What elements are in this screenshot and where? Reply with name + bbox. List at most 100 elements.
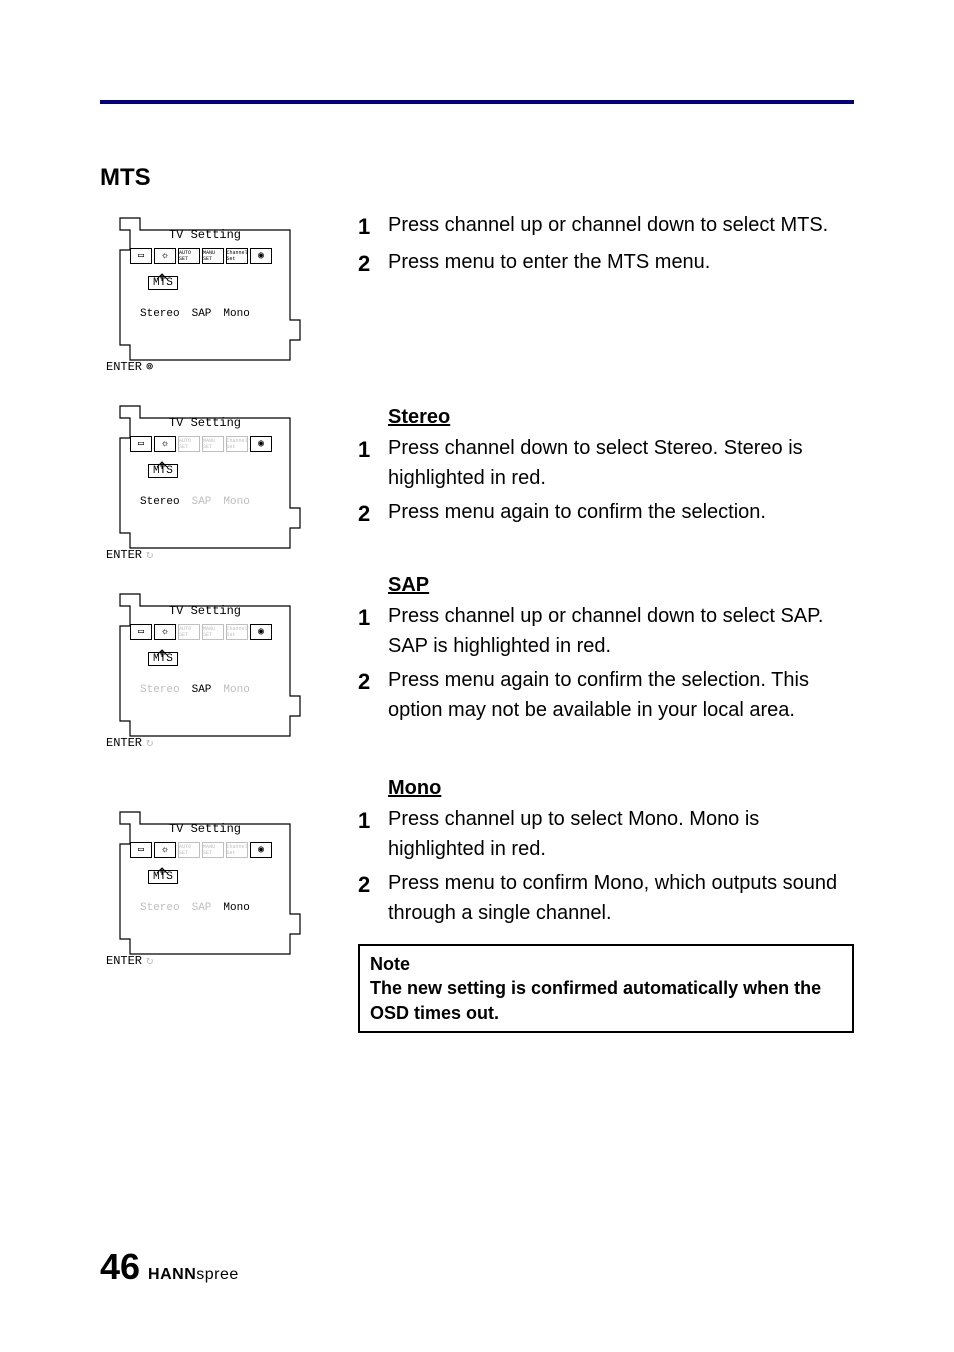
osd-enter-text: ENTER bbox=[106, 736, 142, 750]
content-row: TV Setting▭☼AUTO SETMANU SETChannel Set◉… bbox=[100, 210, 854, 1033]
osd-title: TV Setting bbox=[100, 604, 310, 618]
osd-arrow-icon bbox=[155, 644, 169, 652]
step-text: Press channel up or channel down to sele… bbox=[388, 210, 854, 243]
step-item: 1Press channel up to select Mono. Mono i… bbox=[358, 804, 854, 864]
step-text: Press menu again to confirm the selectio… bbox=[388, 665, 854, 725]
osd-icon: ▭ bbox=[130, 624, 152, 640]
osd-icon: ☼ bbox=[154, 842, 176, 858]
osd-enter-label: ENTER↻ bbox=[106, 547, 153, 562]
page: MTS TV Setting▭☼AUTO SETMANU SETChannel … bbox=[0, 0, 954, 1352]
osd-icon: AUTO SET bbox=[178, 842, 200, 858]
osd-enter-icon: ↻ bbox=[146, 953, 153, 968]
osd-icon: AUTO SET bbox=[178, 248, 200, 264]
step-number: 1 bbox=[358, 433, 374, 493]
osd-icon: Channel Set bbox=[226, 248, 248, 264]
footer: 46 HANNspree bbox=[100, 1246, 239, 1288]
page-number: 46 bbox=[100, 1246, 140, 1288]
osd-icon-row: ▭☼AUTO SETMANU SETChannel Set◉ bbox=[130, 436, 272, 452]
step-item: 1 Press channel up or channel down to sel… bbox=[358, 210, 854, 243]
osd-enter-icon: ↻ bbox=[146, 735, 153, 750]
osd-icon: ☼ bbox=[154, 624, 176, 640]
brand-light: spree bbox=[196, 1266, 239, 1283]
osd-arrow-icon bbox=[155, 862, 169, 870]
osd-mts-label: MTS bbox=[148, 464, 178, 478]
osd-screenshot: TV Setting ▭☼AUTO SETMANU SETChannel Set◉… bbox=[100, 804, 310, 974]
osd-title: TV Setting bbox=[100, 416, 310, 430]
osd-icon: ▭ bbox=[130, 248, 152, 264]
osd-icon: ▭ bbox=[130, 436, 152, 452]
step-text: Press menu again to confirm the selectio… bbox=[388, 497, 854, 530]
osd-option: Mono bbox=[223, 308, 249, 320]
right-column: 1Press channel up or channel down to sel… bbox=[358, 210, 854, 1033]
osd-option: Stereo bbox=[140, 308, 180, 320]
osd-icon: Channel Set bbox=[226, 842, 248, 858]
step-number: 2 bbox=[358, 665, 374, 725]
step-item: 2Press menu to confirm Mono, which outpu… bbox=[358, 868, 854, 928]
osd-icon: ☼ bbox=[154, 436, 176, 452]
step-text: Press channel up to select Mono. Mono is… bbox=[388, 804, 854, 864]
osd-icon: MANU SET bbox=[202, 248, 224, 264]
osd-enter-label: ENTER ↻ bbox=[106, 735, 153, 750]
osd-enter-icon: ↻ bbox=[146, 547, 153, 562]
osd-option: Mono bbox=[223, 684, 249, 696]
note-body: The new setting is confirmed automatical… bbox=[370, 976, 842, 1025]
osd-option: Stereo bbox=[140, 684, 180, 696]
osd-option: Mono bbox=[223, 496, 249, 508]
step-number: 1 bbox=[358, 601, 374, 661]
osd-enter-icon: ⊚ bbox=[146, 359, 153, 374]
osd-icon-row: ▭☼AUTO SETMANU SETChannel Set◉ bbox=[130, 248, 272, 264]
osd-mts-label: MTS bbox=[148, 870, 178, 884]
osd-icon-row: ▭☼AUTO SETMANU SETChannel Set◉ bbox=[130, 624, 272, 640]
osd-icon: ◉ bbox=[250, 436, 272, 452]
osd-option: Stereo bbox=[140, 496, 180, 508]
osd-screenshot: TV Setting ▭☼AUTO SETMANU SETChannel Set◉… bbox=[100, 586, 310, 756]
osd-mts-label: MTS bbox=[148, 276, 178, 290]
osd-screenshot: TV Setting▭☼AUTO SETMANU SETChannel Set◉… bbox=[100, 210, 310, 380]
osd-options: Stereo SAP Mono bbox=[140, 684, 250, 696]
osd-icon: MANU SET bbox=[202, 624, 224, 640]
osd-enter-label: ENTER ↻ bbox=[106, 953, 153, 968]
osd-enter-text: ENTER bbox=[106, 360, 142, 374]
instruction-block: Stereo 1Press channel down to select Ster… bbox=[358, 406, 854, 534]
osd-option: SAP bbox=[192, 496, 212, 508]
instruction-block: 1 Press channel up or channel down to sel… bbox=[358, 210, 854, 284]
osd-icon: ◉ bbox=[250, 624, 272, 640]
section-title: MTS bbox=[100, 164, 854, 192]
sub-heading: Stereo bbox=[388, 406, 854, 429]
step-item: 2Press menu to enter the MTS menu. bbox=[358, 247, 854, 280]
osd-options: StereoSAPMono bbox=[140, 308, 250, 320]
osd-option: SAP bbox=[192, 684, 212, 696]
step-item: 1Press channel up or channel down to sel… bbox=[358, 601, 854, 661]
step-number: 2 bbox=[358, 497, 374, 530]
step-list: 1Press channel up or channel down to sel… bbox=[358, 601, 854, 725]
osd-icon-row: ▭☼AUTO SETMANU SETChannel Set◉ bbox=[130, 842, 272, 858]
left-column: TV Setting▭☼AUTO SETMANU SETChannel Set◉… bbox=[100, 210, 310, 1033]
osd-title: TV Setting bbox=[100, 822, 310, 836]
osd-icon: ▭ bbox=[130, 842, 152, 858]
step-text: Press channel up or channel down to sele… bbox=[388, 601, 854, 661]
step-number: 1 bbox=[358, 210, 374, 243]
step-number: 2 bbox=[358, 868, 374, 928]
osd-enter-text: ENTER bbox=[106, 954, 142, 968]
instruction-block: Mono 1Press channel up to select Mono. Mo… bbox=[358, 777, 854, 932]
osd-options: Stereo SAP Mono bbox=[140, 496, 250, 508]
step-item: 1Press channel down to select Stereo. St… bbox=[358, 433, 854, 493]
osd-option: Stereo bbox=[140, 902, 180, 914]
osd-icon: ◉ bbox=[250, 842, 272, 858]
osd-option: SAP bbox=[192, 902, 212, 914]
sub-heading: Mono bbox=[388, 777, 854, 800]
step-number: 2 bbox=[358, 247, 374, 280]
sub-heading: SAP bbox=[388, 574, 854, 597]
instruction-block: SAP 1Press channel up or channel down to … bbox=[358, 574, 854, 729]
osd-arrow-icon bbox=[155, 456, 169, 464]
osd-icon: Channel Set bbox=[226, 624, 248, 640]
step-item: 2Press menu again to confirm the selecti… bbox=[358, 665, 854, 725]
osd-icon: AUTO SET bbox=[178, 624, 200, 640]
osd-enter-label: ENTER ⊚ bbox=[106, 359, 153, 374]
step-item: 2 Press menu again to confirm the selecti… bbox=[358, 497, 854, 530]
top-divider bbox=[100, 100, 854, 104]
osd-mts-label: MTS bbox=[148, 652, 178, 666]
note-title: Note bbox=[370, 952, 842, 976]
step-text: Press menu to confirm Mono, which output… bbox=[388, 868, 854, 928]
step-text: Press channel down to select Stereo. Ste… bbox=[388, 433, 854, 493]
